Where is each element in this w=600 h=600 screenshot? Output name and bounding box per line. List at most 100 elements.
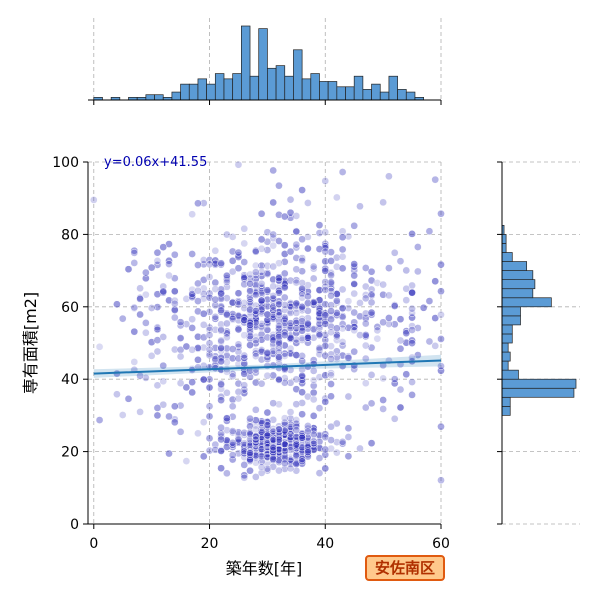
scatter-point [327, 257, 335, 265]
scatter-point [130, 358, 139, 366]
scatter-point [269, 302, 278, 311]
scatter-point [251, 268, 260, 277]
scatter-point [298, 388, 306, 397]
scatter-point [170, 306, 179, 314]
scatter-point [280, 241, 289, 250]
scatter-point [286, 423, 295, 431]
scatter-point [217, 344, 225, 352]
scatter-point [223, 417, 231, 425]
scatter-point [390, 379, 399, 388]
scatter-point [315, 431, 324, 439]
scatter-point [338, 438, 347, 446]
scatter-point [361, 379, 370, 388]
y-histogram [501, 225, 577, 416]
scatter-point [286, 208, 295, 217]
scatter-point [228, 354, 237, 363]
scatter-point [367, 308, 376, 317]
scatter-point [315, 245, 324, 253]
scatter-point [228, 233, 237, 241]
scatter-point [228, 256, 237, 265]
scatter-point [321, 371, 330, 380]
scatter-point [338, 320, 347, 329]
scatter-point [269, 443, 278, 452]
scatter-point [379, 396, 387, 404]
scatter-point [275, 237, 283, 245]
scatter-point [269, 241, 278, 250]
x-hist-bar [301, 78, 312, 101]
scatter-point [286, 319, 295, 328]
scatter-point [170, 402, 179, 411]
scatter-point [385, 264, 393, 272]
scatter-point [240, 447, 249, 456]
scatter-point [205, 325, 214, 334]
scatter-point [280, 331, 289, 339]
scatter-point [165, 256, 173, 265]
scatter-point [367, 399, 376, 408]
scatter-point [280, 440, 289, 449]
scatter-point [344, 392, 353, 401]
scatter-point [257, 261, 266, 270]
scatter-point [228, 267, 237, 276]
scatter-point [211, 344, 220, 352]
scatter-point [263, 237, 272, 246]
scatter-point [205, 331, 214, 339]
scatter-point [275, 438, 283, 446]
scatter-point [304, 307, 312, 315]
x-tick-label: 60 [432, 536, 450, 552]
scatter-point [379, 290, 387, 299]
scatter-point [304, 299, 312, 307]
scatter-point [309, 395, 318, 404]
scatter-point [280, 283, 289, 292]
scatter-point [228, 314, 237, 323]
scatter-point [234, 251, 243, 260]
scatter-point [170, 345, 179, 354]
scatter-point [153, 336, 162, 344]
scatter-point [321, 278, 330, 286]
scatter-point [246, 305, 254, 314]
scatter-point [257, 379, 266, 388]
scatter-point [275, 311, 283, 320]
scatter-point [263, 348, 272, 357]
scatter-point [379, 405, 387, 413]
scatter-point [124, 265, 133, 274]
scatter-point [223, 278, 231, 287]
scatter-point [344, 424, 353, 433]
scatter-point [223, 443, 231, 451]
scatter-point [228, 372, 237, 381]
scatter-point [327, 248, 335, 256]
scatter-point [321, 397, 330, 406]
scatter-point [437, 335, 445, 343]
scatter-point [298, 267, 306, 276]
scatter-point [292, 400, 301, 409]
scatter-point [298, 455, 306, 463]
scatter-point [217, 396, 225, 405]
scatter-point [275, 353, 283, 361]
y-hist-bar [501, 297, 552, 308]
scatter-point [332, 353, 341, 362]
scatter-point [286, 414, 295, 423]
x-hist-bar [353, 75, 364, 101]
scatter-point [321, 311, 330, 320]
scatter-point [298, 372, 306, 380]
scatter-point [321, 247, 330, 256]
scatter-point [286, 464, 295, 473]
scatter-point [205, 412, 214, 421]
scatter-point [199, 320, 208, 329]
scatter-point [275, 181, 283, 190]
scatter-point [309, 274, 318, 283]
scatter-point [425, 227, 434, 236]
scatter-point [292, 299, 301, 308]
scatter-point [321, 342, 330, 350]
scatter-point [344, 297, 353, 306]
scatter-point [327, 287, 335, 295]
scatter-point [246, 332, 254, 340]
scatter-point [188, 315, 197, 324]
y-hist-bar [501, 378, 577, 389]
scatter-point [350, 279, 359, 288]
x-hist-bar [293, 49, 303, 101]
scatter-point [321, 320, 330, 328]
scatter-point [321, 351, 330, 360]
scatter-point [344, 304, 353, 312]
scatter-point [223, 294, 231, 302]
x-hist-bar [241, 25, 251, 101]
